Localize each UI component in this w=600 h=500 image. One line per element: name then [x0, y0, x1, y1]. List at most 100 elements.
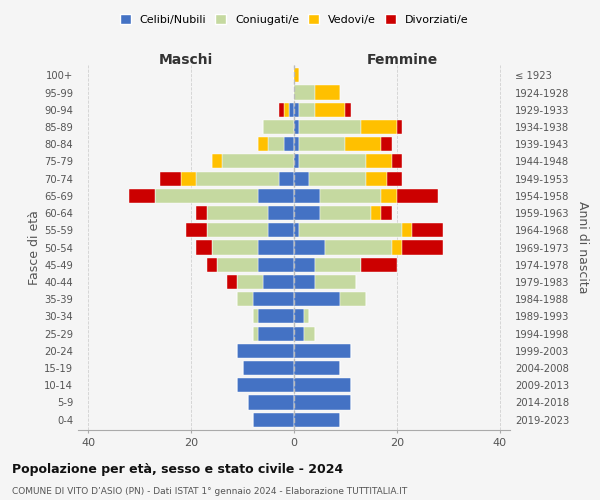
Bar: [294, 326, 304, 340]
Bar: [253, 412, 294, 426]
Bar: [314, 102, 346, 117]
Bar: [294, 240, 325, 254]
Bar: [314, 86, 340, 100]
Text: Maschi: Maschi: [159, 52, 213, 66]
Bar: [382, 137, 392, 152]
Bar: [412, 223, 443, 238]
Bar: [268, 223, 294, 238]
Bar: [222, 154, 294, 168]
Bar: [258, 189, 294, 203]
Bar: [289, 102, 294, 117]
Bar: [397, 189, 438, 203]
Bar: [212, 240, 258, 254]
Bar: [238, 378, 294, 392]
Bar: [294, 396, 350, 409]
Bar: [238, 275, 263, 289]
Bar: [258, 240, 294, 254]
Bar: [320, 206, 371, 220]
Bar: [294, 86, 314, 100]
Text: COMUNE DI VITO D’ASIO (PN) - Dati ISTAT 1° gennaio 2024 - Elaborazione TUTTITALI: COMUNE DI VITO D’ASIO (PN) - Dati ISTAT …: [12, 488, 407, 496]
Bar: [361, 258, 397, 272]
Bar: [294, 292, 340, 306]
Bar: [278, 172, 294, 185]
Bar: [294, 361, 340, 375]
Bar: [299, 154, 366, 168]
Bar: [227, 275, 238, 289]
Bar: [382, 189, 397, 203]
Bar: [402, 240, 443, 254]
Bar: [212, 154, 222, 168]
Bar: [294, 120, 299, 134]
Bar: [299, 120, 361, 134]
Bar: [294, 189, 320, 203]
Bar: [238, 292, 253, 306]
Bar: [304, 310, 310, 324]
Bar: [284, 102, 289, 117]
Bar: [294, 344, 350, 358]
Bar: [238, 344, 294, 358]
Bar: [186, 223, 206, 238]
Bar: [258, 310, 294, 324]
Bar: [130, 189, 155, 203]
Bar: [258, 326, 294, 340]
Bar: [253, 310, 258, 324]
Bar: [346, 102, 350, 117]
Bar: [258, 137, 268, 152]
Bar: [294, 412, 340, 426]
Bar: [206, 206, 268, 220]
Bar: [284, 137, 294, 152]
Bar: [196, 172, 278, 185]
Bar: [294, 275, 314, 289]
Bar: [310, 172, 366, 185]
Bar: [314, 258, 361, 272]
Bar: [242, 361, 294, 375]
Text: Femmine: Femmine: [367, 52, 437, 66]
Bar: [206, 223, 268, 238]
Bar: [294, 378, 350, 392]
Bar: [294, 154, 299, 168]
Bar: [304, 326, 314, 340]
Bar: [294, 223, 299, 238]
Bar: [340, 292, 366, 306]
Bar: [382, 206, 392, 220]
Bar: [346, 137, 382, 152]
Bar: [258, 258, 294, 272]
Bar: [263, 275, 294, 289]
Bar: [294, 172, 310, 185]
Bar: [268, 206, 294, 220]
Bar: [294, 68, 299, 82]
Bar: [366, 172, 386, 185]
Bar: [299, 137, 346, 152]
Bar: [253, 292, 294, 306]
Y-axis label: Fasce di età: Fasce di età: [28, 210, 41, 285]
Bar: [294, 102, 299, 117]
Bar: [366, 154, 392, 168]
Bar: [392, 240, 402, 254]
Bar: [160, 172, 181, 185]
Bar: [314, 275, 356, 289]
Text: Popolazione per età, sesso e stato civile - 2024: Popolazione per età, sesso e stato civil…: [12, 462, 343, 475]
Bar: [294, 310, 304, 324]
Bar: [397, 120, 402, 134]
Bar: [196, 206, 206, 220]
Bar: [392, 154, 402, 168]
Bar: [206, 258, 217, 272]
Bar: [294, 206, 320, 220]
Bar: [386, 172, 402, 185]
Bar: [155, 189, 258, 203]
Y-axis label: Anni di nascita: Anni di nascita: [576, 201, 589, 294]
Bar: [196, 240, 212, 254]
Bar: [253, 326, 258, 340]
Bar: [248, 396, 294, 409]
Bar: [299, 102, 314, 117]
Bar: [361, 120, 397, 134]
Legend: Celibi/Nubili, Coniugati/e, Vedovi/e, Divorziati/e: Celibi/Nubili, Coniugati/e, Vedovi/e, Di…: [118, 12, 470, 28]
Bar: [325, 240, 392, 254]
Bar: [181, 172, 196, 185]
Bar: [278, 102, 284, 117]
Bar: [402, 223, 412, 238]
Bar: [263, 120, 294, 134]
Bar: [371, 206, 382, 220]
Bar: [294, 258, 314, 272]
Bar: [294, 137, 299, 152]
